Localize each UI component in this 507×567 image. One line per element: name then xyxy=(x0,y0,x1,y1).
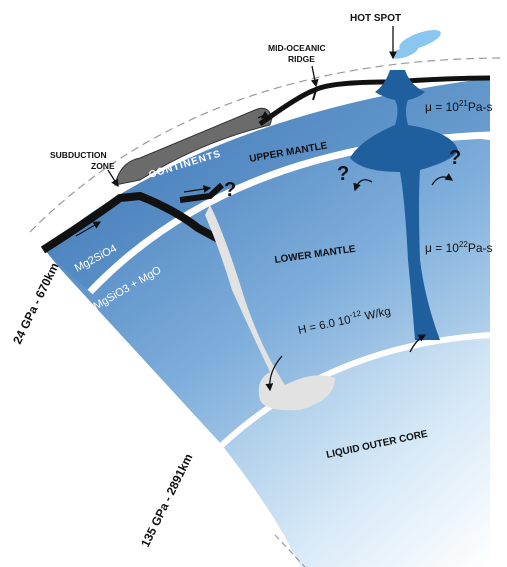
flow-arrow-plume-right xyxy=(431,173,454,186)
wedge-left-edge xyxy=(41,249,302,567)
ridge-notch xyxy=(312,89,317,101)
slab-graveyard xyxy=(205,205,335,411)
mid-oceanic-ridge-label-line2: RIDGE xyxy=(288,54,315,64)
question-mark-plume-right: ? xyxy=(449,147,461,169)
flow-arrow-subduction xyxy=(75,221,102,237)
ridge-pointer xyxy=(310,65,319,88)
wedge-dashed-extension xyxy=(274,534,306,567)
lower-mantle-viscosity: μ = 1022Pa-s xyxy=(425,240,493,255)
depth-2891-label: 135 GPa - 2891km xyxy=(138,451,195,549)
flow-arrow-ghost xyxy=(265,355,283,392)
upper-mantle-viscosity: μ = 1021Pa-s xyxy=(425,99,493,114)
flow-arrow-cmb xyxy=(409,334,427,353)
subduction-zone-label-line1: SUBDUCTION xyxy=(50,150,107,160)
oceanic-lithosphere xyxy=(258,75,491,127)
hot-spot-label: HOT SPOT xyxy=(350,13,401,24)
question-mark-subduction: ? xyxy=(224,179,236,201)
flow-arrow-slab xyxy=(183,185,212,193)
core-mantle-boundary xyxy=(219,332,491,448)
mid-oceanic-ridge-label-line1: MID-OCEANIC xyxy=(268,43,326,53)
subducting-slab xyxy=(40,192,222,254)
hot-spot-cloud-lower xyxy=(391,45,419,59)
surface-dashed-arc xyxy=(29,57,501,233)
hot-spot-cloud xyxy=(399,30,441,50)
continent-block xyxy=(114,107,273,186)
flow-arrow-continent xyxy=(257,110,270,119)
subduction-zone-label-line2: ZONE xyxy=(91,161,115,171)
question-mark-plume-left: ? xyxy=(337,163,349,185)
depth-670-label: 24 GPa - 670km xyxy=(10,260,61,346)
slab-stub xyxy=(179,182,225,203)
subduction-pointer xyxy=(107,169,119,188)
mantle-plume xyxy=(350,70,458,340)
upper-mantle-region xyxy=(43,78,490,292)
flow-arrow-plume-left xyxy=(353,179,373,192)
outer-core-region xyxy=(222,335,490,567)
